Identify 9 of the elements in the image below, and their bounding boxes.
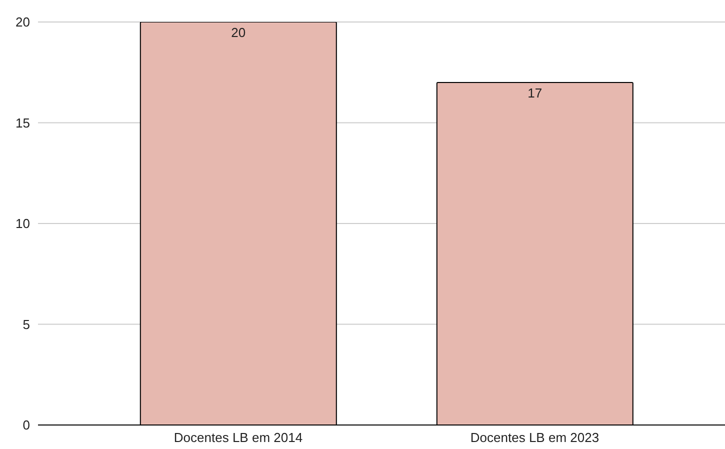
x-tick-label: Docentes LB em 2014	[174, 430, 303, 446]
data-label: 20	[231, 25, 246, 40]
y-tick-label: 0	[22, 418, 30, 433]
y-tick-label: 5	[22, 316, 30, 332]
x-tick-label: Docentes LB em 2023	[470, 430, 600, 446]
y-tick-label: 10	[16, 216, 30, 232]
y-tick-label: 20	[16, 14, 30, 30]
data-label: 17	[528, 86, 542, 101]
y-tick-label: 15	[16, 115, 30, 130]
